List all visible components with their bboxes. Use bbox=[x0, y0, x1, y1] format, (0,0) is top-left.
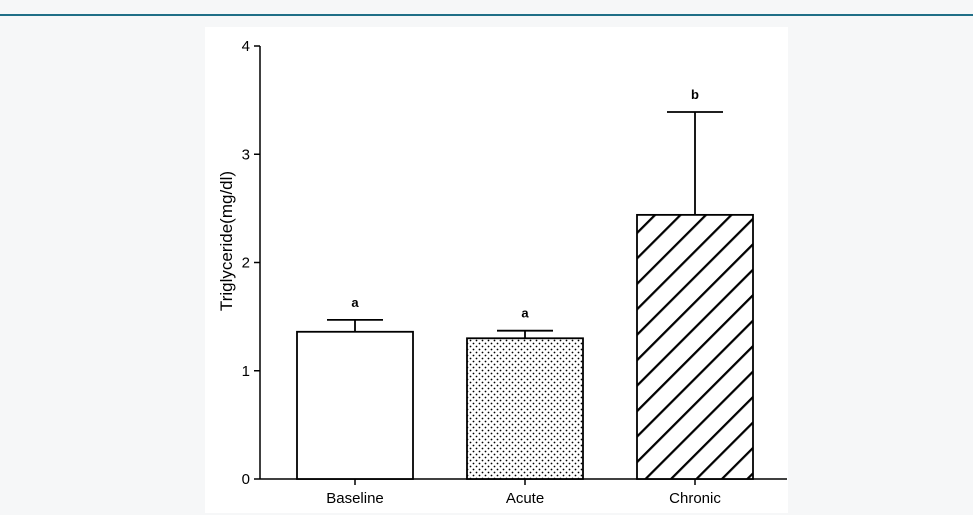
x-tick-label: Acute bbox=[506, 490, 544, 507]
significance-label: a bbox=[351, 295, 359, 310]
significance-label: b bbox=[691, 87, 699, 102]
y-tick-label: 4 bbox=[242, 38, 250, 55]
y-tick-label: 0 bbox=[242, 471, 250, 488]
bar-baseline bbox=[296, 330, 414, 480]
x-tick-label: Chronic bbox=[669, 490, 721, 507]
y-tick-label: 1 bbox=[242, 363, 250, 380]
x-tick-labels: Baseline Acute Chronic bbox=[326, 479, 721, 507]
y-tick-label: 3 bbox=[242, 146, 250, 163]
y-axis-title: Triglyceride(mg/dl) bbox=[217, 171, 236, 311]
significance-label: a bbox=[521, 306, 529, 321]
y-tick-label: 2 bbox=[242, 255, 250, 272]
bar-acute bbox=[466, 337, 584, 480]
chart-panel: Triglyceride(mg/dl) 0 1 2 3 4 a a b Baseline Ac… bbox=[205, 27, 788, 513]
bars: a a b bbox=[296, 87, 754, 480]
bar-chart: Triglyceride(mg/dl) 0 1 2 3 4 a a b Baseline Ac… bbox=[217, 38, 787, 507]
y-ticks: 0 1 2 3 4 bbox=[242, 38, 260, 488]
header-divider bbox=[0, 14, 973, 16]
bar-chronic bbox=[636, 213, 754, 480]
x-tick-label: Baseline bbox=[326, 490, 384, 507]
